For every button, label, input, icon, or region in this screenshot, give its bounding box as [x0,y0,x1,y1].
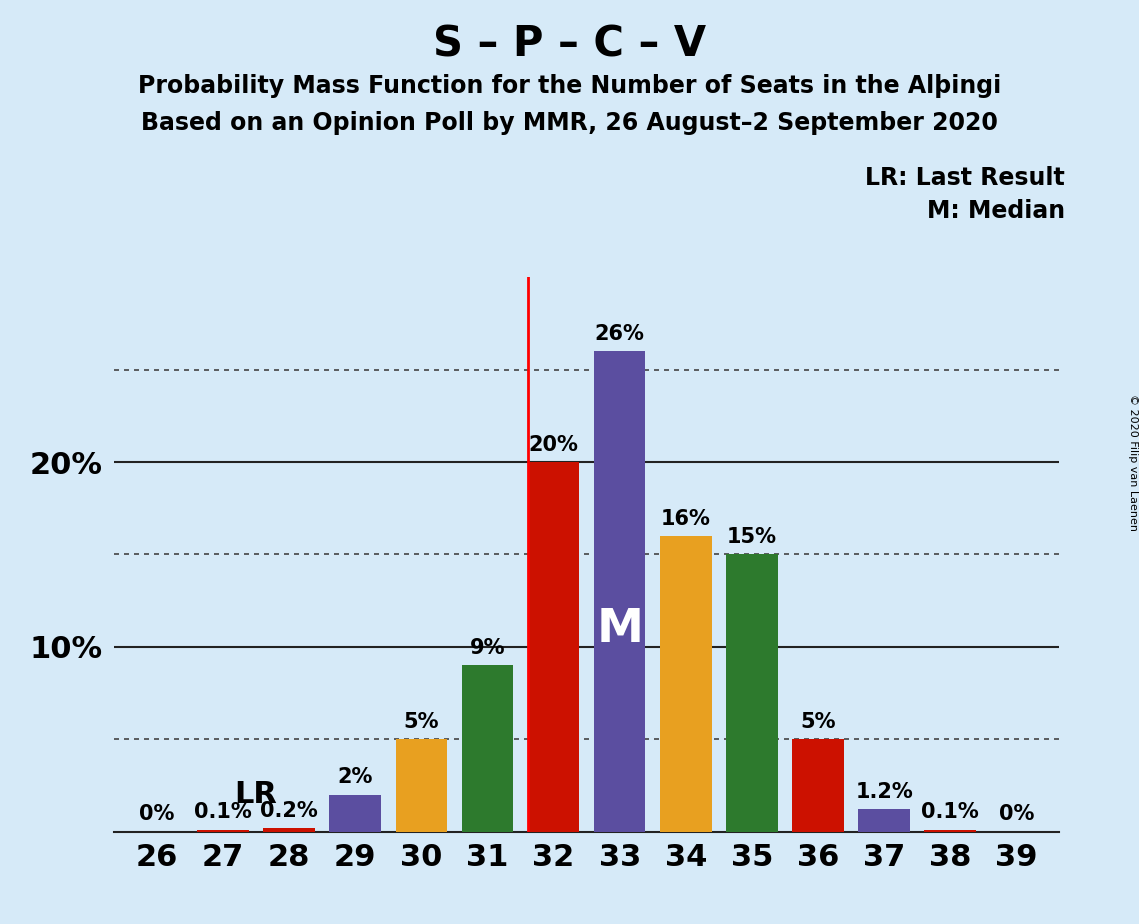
Text: 0.2%: 0.2% [260,800,318,821]
Bar [395,739,448,832]
Bar [461,665,514,832]
Bar [197,830,248,832]
Text: S – P – C – V: S – P – C – V [433,23,706,65]
Bar [659,536,712,832]
Bar [263,828,314,832]
Text: 0.1%: 0.1% [921,802,980,822]
Text: 0.1%: 0.1% [194,802,252,822]
Text: LR: Last Result: LR: Last Result [866,166,1065,190]
Bar [527,462,580,832]
Text: 0%: 0% [139,804,174,824]
Text: 15%: 15% [727,527,777,547]
Text: Probability Mass Function for the Number of Seats in the Alþingi: Probability Mass Function for the Number… [138,74,1001,98]
Text: © 2020 Filip van Laenen: © 2020 Filip van Laenen [1129,394,1138,530]
Text: LR: LR [235,781,278,809]
Text: Based on an Opinion Poll by MMR, 26 August–2 September 2020: Based on an Opinion Poll by MMR, 26 Augu… [141,111,998,135]
Text: 16%: 16% [661,508,711,529]
Bar [859,809,910,832]
Bar [593,351,646,832]
Bar [793,739,844,832]
Bar [329,795,380,832]
Bar [726,554,778,832]
Text: 0%: 0% [999,804,1034,824]
Text: 20%: 20% [528,434,579,455]
Text: 5%: 5% [403,711,439,732]
Text: 5%: 5% [801,711,836,732]
Text: 2%: 2% [337,767,372,787]
Bar [925,830,976,832]
Text: M: Median: M: Median [927,199,1065,223]
Text: 26%: 26% [595,323,645,344]
Text: 1.2%: 1.2% [855,782,913,802]
Text: 9%: 9% [469,638,506,658]
Text: M: M [596,607,644,652]
